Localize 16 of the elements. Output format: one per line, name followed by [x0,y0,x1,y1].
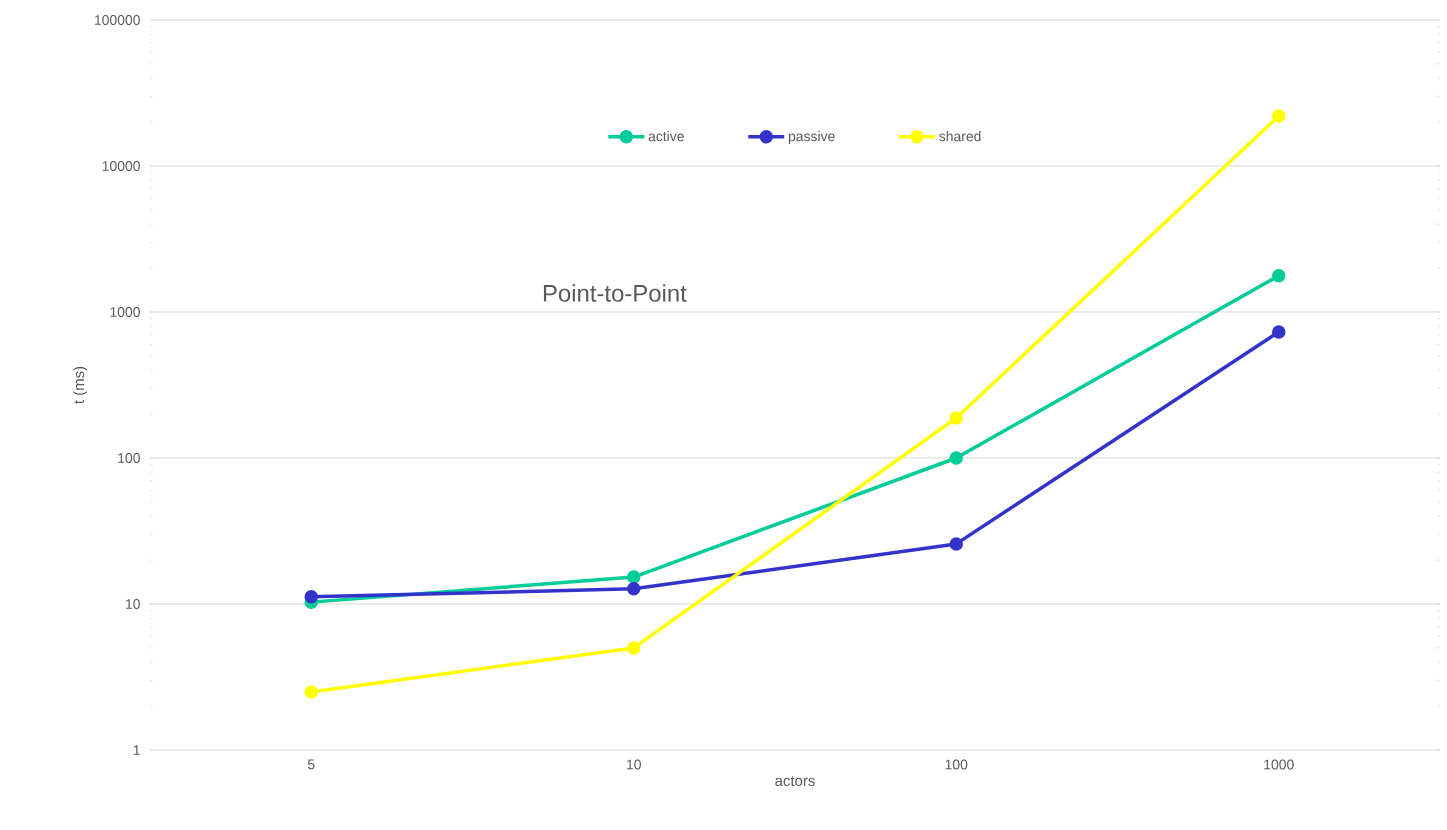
x-tick-label: 10 [627,759,641,770]
x-tick-label: 5 [307,759,315,770]
y-tick-label: 1000 [110,307,140,317]
x-axis-title: actors [775,776,815,787]
y-axis-title: t (ms) [73,366,88,404]
y-tick-label: 10 [126,599,140,609]
text: Point-to-Point [543,284,687,302]
legend-label: shared [939,130,981,142]
x-tick-label: 1000 [1264,759,1294,770]
legend-label: passive [788,130,835,144]
y-tick-label: 100000 [95,15,140,25]
y-tick-label: 100 [118,453,140,463]
x-tick-label: 100 [945,759,968,770]
y-tick-label: 1 [133,745,140,755]
y-tick-label: 10000 [102,161,140,171]
legend-label: active [648,130,684,142]
